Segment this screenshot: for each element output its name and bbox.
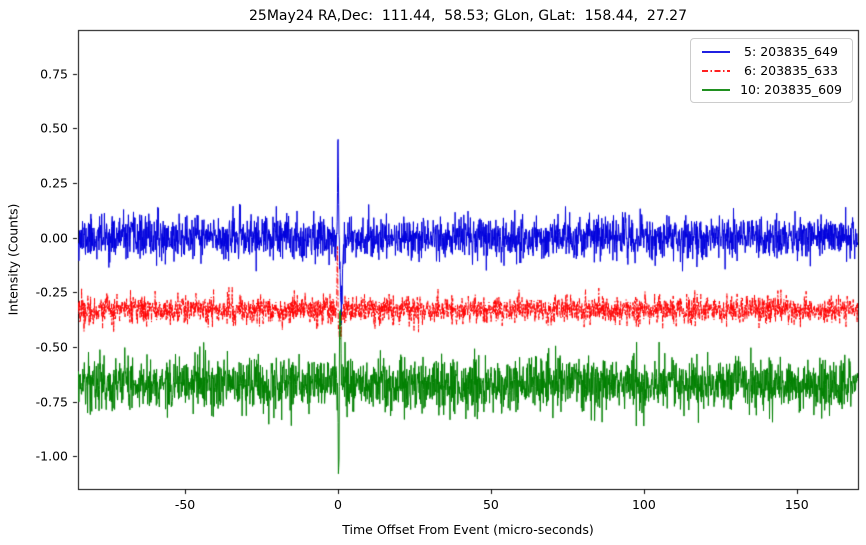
x-axis-label: Time Offset From Event (micro-seconds) (342, 522, 594, 537)
y-axis-label: Intensity (Counts) (5, 203, 21, 316)
legend-item: 5: 203835_649 (701, 44, 842, 59)
legend-item: 10: 203835_609 (701, 82, 842, 97)
legend-line-sample-icon (702, 69, 731, 72)
legend-line-sample-icon (702, 50, 731, 53)
chart-title: 25May24 RA,Dec: 111.44, 58.53; GLon, GLa… (249, 8, 687, 24)
legend-item: 6: 203835_633 (701, 63, 842, 78)
legend-label: 5: 203835_649 (740, 44, 839, 59)
legend-line-sample-icon (702, 88, 731, 91)
legend-label: 10: 203835_609 (740, 82, 842, 97)
legend-label: 6: 203835_633 (740, 63, 839, 78)
legend: 5: 203835_649 6: 203835_633 10: 203835_60… (690, 38, 853, 103)
